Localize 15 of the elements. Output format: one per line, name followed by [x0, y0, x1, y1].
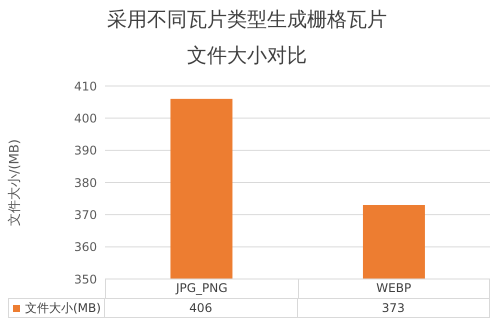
y-tick-label: 360	[74, 240, 97, 254]
chart-title: 采用不同瓦片类型生成栅格瓦片	[106, 6, 388, 33]
y-tick-label: 390	[74, 144, 97, 158]
y-tick-label: 350	[74, 272, 97, 286]
chart-subtitle: 文件大小对比	[186, 42, 308, 69]
y-tick-label: 400	[74, 111, 97, 126]
y-tick-label: 380	[74, 176, 97, 190]
y-tick-label: 410	[74, 79, 97, 94]
data-label: 406	[105, 298, 298, 318]
legend-label: 文件大小(MB)	[25, 300, 101, 316]
y-axis-title: 文件大小/(MB)	[8, 139, 23, 226]
y-tick-label: 370	[74, 208, 97, 222]
x-tick-label: WEBP	[298, 279, 490, 298]
data-label: 373	[298, 298, 490, 318]
x-tick-label: JPG_PNG	[105, 279, 298, 298]
